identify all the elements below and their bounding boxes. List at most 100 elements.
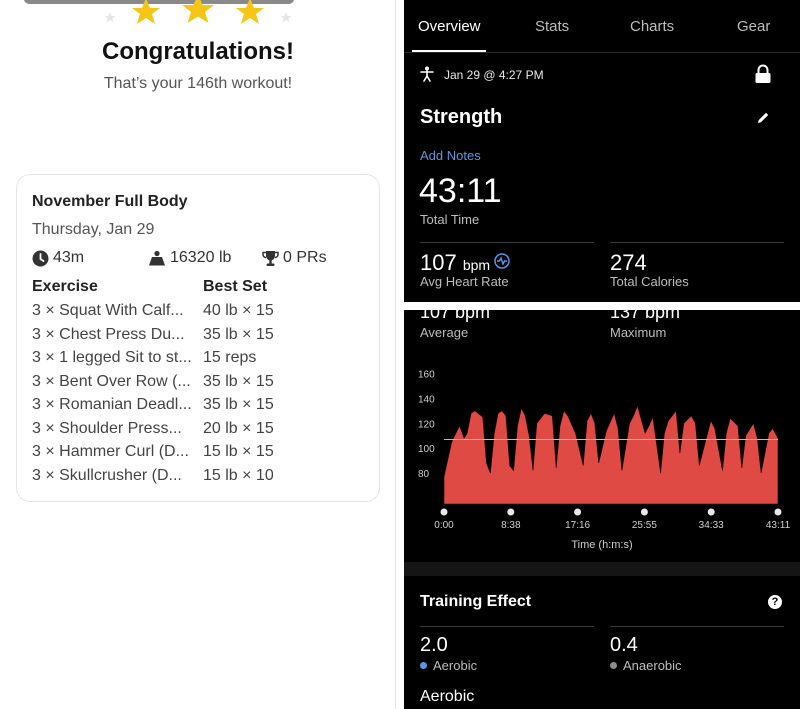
- aerobic-section-title: Aerobic: [420, 688, 475, 705]
- activity-title: Strength: [420, 106, 503, 128]
- exercise-row: 3 × Bent Over Row (... 35 lb × 15: [32, 373, 372, 393]
- add-notes-link[interactable]: Add Notes: [420, 148, 481, 163]
- clock-icon: [32, 250, 49, 266]
- prs-value: 0 PRs: [283, 249, 327, 266]
- best-set: 35 lb × 15: [203, 373, 274, 390]
- top-button-edge[interactable]: [24, 0, 294, 4]
- workout-date: Thursday, Jan 29: [32, 221, 155, 238]
- y-tick-label: 80: [418, 469, 430, 480]
- rating-stars: [104, 0, 292, 24]
- average-hr-label: Average: [420, 325, 469, 340]
- te-divider: [610, 626, 784, 627]
- x-tick-dot: [574, 508, 582, 516]
- best-set: 40 lb × 15: [203, 302, 274, 319]
- x-tick-label: 17:16: [565, 520, 590, 531]
- max-hr-value: 137 bpm: [610, 310, 681, 322]
- screenshot-gap: [404, 302, 800, 310]
- tab-stats[interactable]: Stats: [535, 18, 570, 35]
- exercise-row: 3 × Shoulder Press... 20 lb × 15: [32, 420, 372, 440]
- panel-divider: [396, 0, 404, 709]
- star-icon: [132, 0, 160, 24]
- total-time-value: 43:11: [419, 172, 502, 210]
- anaerobic-te-value: 0.4: [610, 634, 638, 656]
- avg-heart-rate-value: 107 bpm: [420, 250, 490, 276]
- aerobic-te-label: Aerobic: [420, 658, 477, 673]
- tab-charts[interactable]: Charts: [630, 18, 675, 35]
- aerobic-dot-icon: [420, 662, 427, 669]
- metric-divider: [610, 242, 784, 243]
- y-tick-label: 120: [418, 419, 435, 430]
- lock-icon[interactable]: [754, 64, 772, 84]
- x-tick-dot: [507, 508, 515, 516]
- star-icon: [236, 0, 264, 24]
- average-hr-value: 107 bpm: [420, 310, 491, 322]
- avg-hr-unit: bpm: [462, 257, 491, 273]
- exercise-name: 3 × Bent Over Row (...: [32, 373, 191, 390]
- activity-overview-panel: Overview Stats Charts Gear Jan 29 @ 4:27…: [404, 0, 800, 302]
- anaerobic-dot-icon: [610, 662, 617, 669]
- heart-rate-panel: 107 bpm Average 137 bpm Maximum 80 100 120…: [404, 310, 800, 709]
- exercise-name: 3 × Chest Press Du...: [32, 326, 185, 343]
- exercise-row: 3 × Skullcrusher (D... 15 lb × 10: [32, 467, 372, 487]
- x-tick-dot: [774, 508, 782, 516]
- x-tick-dot: [707, 508, 715, 516]
- workout-summary-panel: Congratulations! That’s your 146th worko…: [0, 0, 396, 709]
- trophy-icon: [262, 250, 279, 266]
- exercise-name: 3 × Hammer Curl (D...: [32, 443, 189, 460]
- exercise-name: 3 × Skullcrusher (D...: [32, 467, 182, 484]
- exercise-name: 3 × Romanian Deadl...: [32, 396, 192, 413]
- anaerobic-te-label: Anaerobic: [610, 658, 682, 673]
- workout-card[interactable]: November Full Body Thursday, Jan 29 43m …: [16, 174, 380, 502]
- volume-value: 16320 lb: [170, 249, 232, 266]
- anaerobic-label-text: Anaerobic: [623, 658, 682, 673]
- strength-activity-icon: [420, 66, 434, 82]
- duration-stat: 43m: [32, 249, 84, 267]
- aerobic-label-text: Aerobic: [433, 658, 478, 673]
- section-separator: [404, 562, 800, 576]
- exercise-name: 3 × 1 legged Sit to st...: [32, 349, 192, 366]
- pencil-edit-icon[interactable]: [756, 111, 770, 125]
- heart-rate-chart[interactable]: 80 100 120 140 160 0:00 8:38 17:16 25:55 34:33 43:…: [404, 365, 800, 555]
- x-tick-label: 34:33: [699, 520, 724, 531]
- exercise-row: 3 × Romanian Deadl... 35 lb × 15: [32, 396, 372, 416]
- total-calories-value: 274: [610, 250, 647, 275]
- total-calories-label: Total Calories: [610, 274, 689, 289]
- exercise-column-header: Exercise: [32, 278, 98, 295]
- metric-divider: [420, 242, 594, 243]
- small-star-right-icon: [280, 12, 292, 23]
- tab-overview[interactable]: Overview: [418, 18, 481, 35]
- small-star-left-icon: [104, 12, 116, 23]
- best-set: 15 lb × 15: [203, 443, 274, 460]
- weight-icon: [149, 250, 165, 266]
- workout-count-subtitle: That’s your 146th workout!: [103, 75, 293, 92]
- activity-datetime: Jan 29 @ 4:27 PM: [444, 68, 544, 82]
- heart-rate-pulse-icon[interactable]: [494, 253, 510, 269]
- total-time-label: Total Time: [420, 212, 480, 227]
- x-tick-label: 43:11: [766, 520, 791, 531]
- x-tick-label: 8:38: [501, 520, 521, 531]
- heart-rate-area: [443, 404, 779, 505]
- active-tab-indicator: [412, 50, 486, 52]
- x-tick-dot: [440, 508, 448, 516]
- x-tick-dot: [640, 508, 648, 516]
- congrats-title: Congratulations!: [102, 38, 294, 65]
- x-tick-label: 0:00: [434, 520, 454, 531]
- best-set-column-header: Best Set: [203, 278, 268, 295]
- avg-hr-number: 107: [420, 250, 457, 275]
- tab-gear[interactable]: Gear: [737, 18, 771, 35]
- exercise-name: 3 × Shoulder Press...: [32, 420, 182, 437]
- te-divider: [420, 626, 594, 627]
- x-axis-label: Time (h:m:s): [571, 539, 633, 551]
- best-set: 35 lb × 15: [203, 326, 274, 343]
- exercise-row: 3 × Squat With Calf... 40 lb × 15: [32, 302, 372, 322]
- star-icon: [182, 0, 214, 23]
- x-tick-label: 25:55: [632, 520, 657, 531]
- exercise-row: 3 × Hammer Curl (D... 15 lb × 15: [32, 443, 372, 463]
- duration-value: 43m: [53, 249, 85, 266]
- help-icon[interactable]: ?: [768, 595, 782, 609]
- workout-name: November Full Body: [32, 193, 188, 210]
- exercise-name: 3 × Squat With Calf...: [32, 302, 184, 319]
- exercise-row: 3 × 1 legged Sit to st... 15 reps: [32, 349, 372, 369]
- training-effect-title: Training Effect: [420, 593, 532, 610]
- y-tick-label: 100: [418, 444, 435, 455]
